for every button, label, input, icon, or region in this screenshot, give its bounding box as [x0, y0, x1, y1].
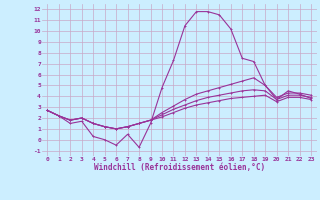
X-axis label: Windchill (Refroidissement éolien,°C): Windchill (Refroidissement éolien,°C): [94, 163, 265, 172]
